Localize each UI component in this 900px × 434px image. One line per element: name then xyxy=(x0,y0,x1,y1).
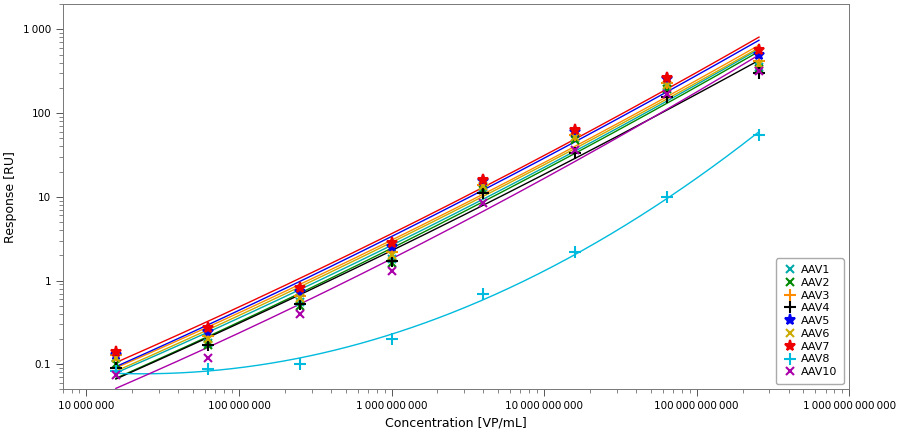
AAV8 xyxy=(111,369,122,374)
AAV6 xyxy=(478,183,489,188)
AAV2 xyxy=(111,362,122,367)
AAV8 xyxy=(753,132,764,138)
AAV6 xyxy=(662,82,672,88)
AAV6 xyxy=(570,134,580,139)
AAV3 xyxy=(111,352,122,357)
AAV8 xyxy=(202,366,213,372)
AAV1 xyxy=(202,340,213,345)
AAV2 xyxy=(570,137,580,142)
AAV8 xyxy=(662,194,672,200)
AAV1 xyxy=(662,83,672,89)
AAV7 xyxy=(111,349,122,355)
AAV2 xyxy=(753,66,764,71)
AAV10 xyxy=(753,69,764,74)
AAV4 xyxy=(202,342,213,348)
AAV1 xyxy=(478,185,489,190)
AAV7 xyxy=(294,285,305,290)
AAV3 xyxy=(570,132,580,138)
Line: AAV6: AAV6 xyxy=(112,59,763,362)
AAV5 xyxy=(478,178,489,184)
AAV1 xyxy=(111,355,122,360)
AAV10 xyxy=(202,355,213,360)
AAV4 xyxy=(294,302,305,307)
AAV7 xyxy=(662,75,672,80)
AAV4 xyxy=(570,151,580,156)
AAV5 xyxy=(662,76,672,82)
AAV10 xyxy=(662,91,672,96)
AAV4 xyxy=(386,259,397,264)
AAV10 xyxy=(570,148,580,153)
AAV8 xyxy=(386,336,397,342)
AAV1 xyxy=(753,64,764,69)
X-axis label: Concentration [VP/mL]: Concentration [VP/mL] xyxy=(385,417,526,430)
AAV10 xyxy=(478,200,489,205)
AAV8 xyxy=(570,249,580,254)
AAV3 xyxy=(294,294,305,299)
AAV2 xyxy=(478,187,489,193)
Line: AAV1: AAV1 xyxy=(112,62,763,362)
AAV3 xyxy=(202,333,213,338)
AAV7 xyxy=(202,326,213,331)
AAV10 xyxy=(386,268,397,273)
Line: AAV8: AAV8 xyxy=(111,129,764,377)
AAV8 xyxy=(478,291,489,296)
AAV5 xyxy=(753,52,764,57)
AAV6 xyxy=(753,61,764,66)
AAV7 xyxy=(753,47,764,53)
AAV5 xyxy=(386,245,397,250)
AAV7 xyxy=(570,127,580,132)
AAV1 xyxy=(570,136,580,141)
AAV5 xyxy=(570,129,580,134)
Line: AAV10: AAV10 xyxy=(112,67,763,379)
AAV6 xyxy=(111,355,122,360)
AAV3 xyxy=(386,249,397,254)
Line: AAV4: AAV4 xyxy=(111,68,764,374)
AAV5 xyxy=(111,352,122,357)
AAV7 xyxy=(478,177,489,182)
AAV10 xyxy=(111,372,122,377)
AAV6 xyxy=(294,295,305,300)
AAV2 xyxy=(202,342,213,348)
Line: AAV7: AAV7 xyxy=(111,44,764,358)
AAV4 xyxy=(662,95,672,100)
Line: AAV5: AAV5 xyxy=(111,49,764,360)
Line: AAV2: AAV2 xyxy=(112,64,763,368)
AAV1 xyxy=(294,300,305,305)
AAV10 xyxy=(294,311,305,316)
AAV1 xyxy=(386,256,397,262)
AAV4 xyxy=(111,365,122,371)
AAV8 xyxy=(294,362,305,367)
AAV4 xyxy=(753,71,764,76)
AAV2 xyxy=(294,303,305,308)
AAV3 xyxy=(478,182,489,187)
AAV3 xyxy=(662,80,672,85)
AAV6 xyxy=(202,336,213,342)
AAV6 xyxy=(386,253,397,258)
AAV2 xyxy=(662,86,672,92)
AAV5 xyxy=(294,290,305,295)
AAV2 xyxy=(386,261,397,266)
Legend: AAV1, AAV2, AAV3, AAV4, AAV5, AAV6, AAV7, AAV8, AAV10: AAV1, AAV2, AAV3, AAV4, AAV5, AAV6, AAV7… xyxy=(776,258,843,384)
AAV7 xyxy=(386,240,397,246)
AAV3 xyxy=(753,58,764,63)
Y-axis label: Response [RU]: Response [RU] xyxy=(4,151,17,243)
Line: AAV3: AAV3 xyxy=(111,56,764,360)
AAV5 xyxy=(202,330,213,335)
AAV4 xyxy=(478,191,489,196)
